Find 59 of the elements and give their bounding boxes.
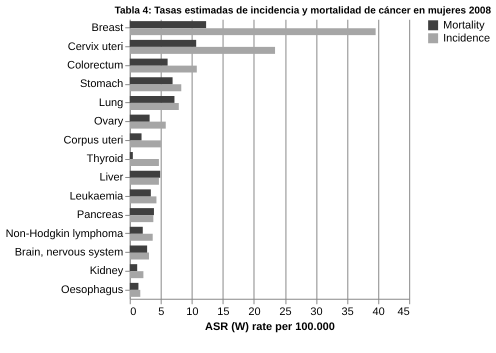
y-tick-label: Kidney (90, 265, 124, 278)
bar (130, 152, 133, 160)
bar (130, 196, 156, 204)
y-tick-label: Liver (99, 172, 124, 184)
bar (130, 102, 179, 110)
y-tick-label: Ovary (94, 116, 124, 128)
y-tick-label: Colorectum (67, 60, 124, 72)
bar (130, 226, 143, 234)
y-tick-label: Thyroid (86, 153, 124, 166)
y-tick-label: Corpus uteri (64, 134, 124, 146)
bar (130, 189, 151, 196)
bar (130, 77, 173, 84)
bar (130, 234, 153, 241)
x-tick-label: 15 (217, 306, 230, 318)
y-tick-label: Non-Hodgkin lymphoma (6, 228, 124, 240)
x-axis-title: ASR (W) rate per 100.000 (205, 321, 335, 334)
x-tick-label: 5 (158, 306, 164, 318)
x-tick-label: 40 (372, 306, 385, 318)
bar (130, 46, 276, 54)
bar (130, 170, 160, 178)
y-tick-label: Lung (98, 96, 124, 109)
bar (130, 28, 376, 36)
bar (130, 133, 142, 140)
bar (130, 40, 196, 47)
x-tick-label: 45 (397, 306, 410, 318)
bar (130, 252, 149, 260)
chart-title: Tabla 4: Tasas estimadas de incidencia y mortalidad de cáncer en mujeres 2008 (114, 5, 492, 16)
bar (130, 96, 174, 103)
y-tick-label: Leukaemia (70, 190, 124, 202)
bar (130, 290, 140, 297)
bar (130, 282, 138, 290)
bar (130, 264, 138, 272)
x-tick-label: 0 (130, 306, 136, 318)
bar (130, 114, 150, 122)
bar (130, 66, 197, 73)
x-tick-label: 35 (341, 306, 354, 318)
bar (130, 21, 206, 28)
legend-label: Mortality (443, 19, 486, 32)
y-tick-label: Stomach (80, 78, 124, 90)
bar (130, 84, 182, 92)
bar (130, 122, 166, 129)
bar (130, 140, 161, 148)
x-tick-label: 25 (279, 306, 292, 318)
legend-label: Incidence (443, 32, 490, 44)
x-tick-label: 20 (248, 306, 261, 318)
x-tick-label: 30 (310, 306, 323, 318)
bar (130, 208, 154, 216)
y-tick-label: Breast (92, 22, 124, 34)
bar (130, 58, 168, 66)
x-tick-label: 10 (186, 306, 198, 318)
bar (130, 271, 144, 278)
bar (130, 245, 148, 252)
y-tick-label: Cervix uteri (68, 40, 124, 53)
bar (130, 159, 159, 166)
y-tick-label: Pancreas (76, 209, 124, 222)
bar (130, 215, 154, 222)
bar (130, 178, 159, 185)
y-tick-label: Oesophagus (61, 284, 124, 296)
y-tick-label: Brain, nervous system (14, 246, 124, 258)
